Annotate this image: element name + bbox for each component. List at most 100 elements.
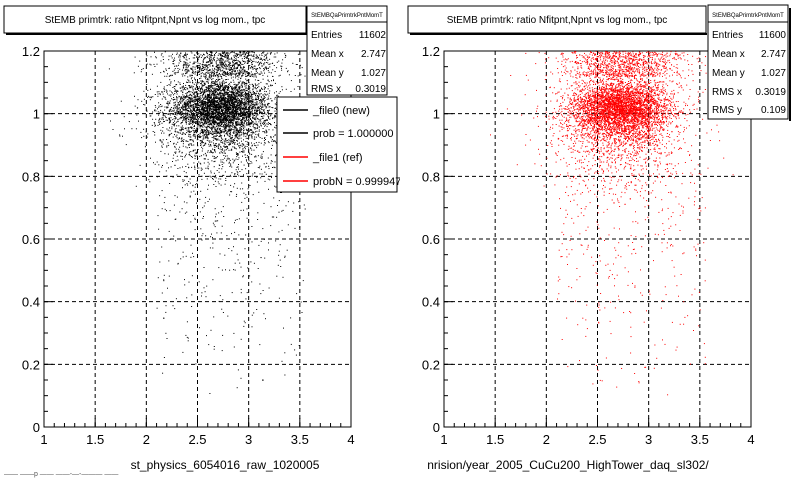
scatter-point xyxy=(215,120,216,121)
scatter-point xyxy=(183,61,184,62)
scatter-point xyxy=(269,93,270,94)
scatter-point xyxy=(202,68,203,69)
scatter-point xyxy=(243,145,244,146)
scatter-point xyxy=(261,97,262,98)
scatter-point xyxy=(205,78,206,79)
scatter-point xyxy=(264,56,265,57)
scatter-point xyxy=(210,86,211,87)
scatter-point xyxy=(242,98,243,99)
scatter-point xyxy=(260,103,261,104)
scatter-point xyxy=(193,93,194,94)
scatter-point xyxy=(231,73,232,74)
scatter-point xyxy=(197,112,198,113)
scatter-point xyxy=(175,106,176,107)
scatter-point xyxy=(223,110,224,111)
scatter-point xyxy=(218,64,219,65)
scatter-point xyxy=(221,65,222,66)
scatter-point xyxy=(227,89,228,90)
scatter-point xyxy=(208,162,209,163)
scatter-point xyxy=(218,74,219,75)
scatter-point xyxy=(191,101,192,102)
scatter-point xyxy=(207,71,208,72)
scatter-point xyxy=(255,127,256,128)
scatter-point xyxy=(219,90,220,91)
scatter-point xyxy=(255,75,256,76)
scatter-point xyxy=(218,114,219,115)
scatter-point xyxy=(253,54,254,55)
scatter-point xyxy=(223,60,224,61)
scatter-point xyxy=(171,111,172,112)
scatter-point xyxy=(177,119,178,120)
scatter-point xyxy=(220,64,221,65)
scatter-point xyxy=(240,104,241,105)
scatter-point xyxy=(174,70,175,71)
scatter-point xyxy=(275,115,276,116)
scatter-point xyxy=(232,129,233,130)
scatter-point xyxy=(217,112,218,113)
scatter-point xyxy=(249,153,250,154)
scatter-point xyxy=(193,191,194,192)
scatter-point xyxy=(166,90,167,91)
scatter-point xyxy=(216,118,217,119)
scatter-point xyxy=(183,68,184,69)
scatter-point xyxy=(259,131,260,132)
scatter-point xyxy=(195,74,196,75)
scatter-point xyxy=(234,131,235,132)
scatter-point xyxy=(220,120,221,121)
scatter-point xyxy=(221,126,222,127)
scatter-point xyxy=(204,84,205,85)
scatter-point xyxy=(181,138,182,139)
scatter-point xyxy=(230,127,231,128)
scatter-point xyxy=(220,70,221,71)
scatter-point xyxy=(152,74,153,75)
scatter-point xyxy=(227,73,228,74)
scatter-point xyxy=(244,147,245,148)
scatter-point xyxy=(270,114,271,115)
scatter-point xyxy=(272,167,273,168)
scatter-point xyxy=(207,78,208,79)
scatter-point xyxy=(179,59,180,60)
scatter-point xyxy=(200,93,201,94)
scatter-point xyxy=(208,105,209,106)
scatter-point xyxy=(177,137,178,138)
scatter-point xyxy=(247,97,248,98)
scatter-point xyxy=(236,129,237,130)
scatter-point xyxy=(231,92,232,93)
scatter-point xyxy=(205,123,206,124)
scatter-point xyxy=(209,111,210,112)
scatter-point xyxy=(229,69,230,70)
scatter-point xyxy=(246,90,247,91)
scatter-point xyxy=(158,115,159,116)
scatter-point xyxy=(241,89,242,90)
scatter-point xyxy=(190,115,191,116)
scatter-point xyxy=(233,119,234,120)
scatter-point xyxy=(200,126,201,127)
scatter-point xyxy=(194,84,195,85)
scatter-point xyxy=(230,109,231,110)
scatter-point xyxy=(247,134,248,135)
scatter-point xyxy=(176,92,177,93)
scatter-point xyxy=(242,115,243,116)
scatter-point xyxy=(246,106,247,107)
scatter-point xyxy=(266,57,267,58)
scatter-point xyxy=(232,71,233,72)
scatter-point xyxy=(189,86,190,87)
scatter-point xyxy=(296,64,297,65)
scatter-point xyxy=(194,92,195,93)
scatter-point xyxy=(194,110,195,111)
scatter-point xyxy=(200,127,201,128)
scatter-point xyxy=(241,72,242,73)
scatter-point xyxy=(141,137,142,138)
scatter-point xyxy=(189,124,190,125)
scatter-point xyxy=(207,109,208,110)
scatter-point xyxy=(221,140,222,141)
scatter-point xyxy=(193,145,194,146)
scatter-point xyxy=(232,127,233,128)
scatter-point xyxy=(185,115,186,116)
scatter-point xyxy=(270,63,271,64)
scatter-point xyxy=(244,61,245,62)
scatter-point xyxy=(237,76,238,77)
scatter-point xyxy=(182,87,183,88)
scatter-point xyxy=(262,106,263,107)
scatter-point xyxy=(268,124,269,125)
